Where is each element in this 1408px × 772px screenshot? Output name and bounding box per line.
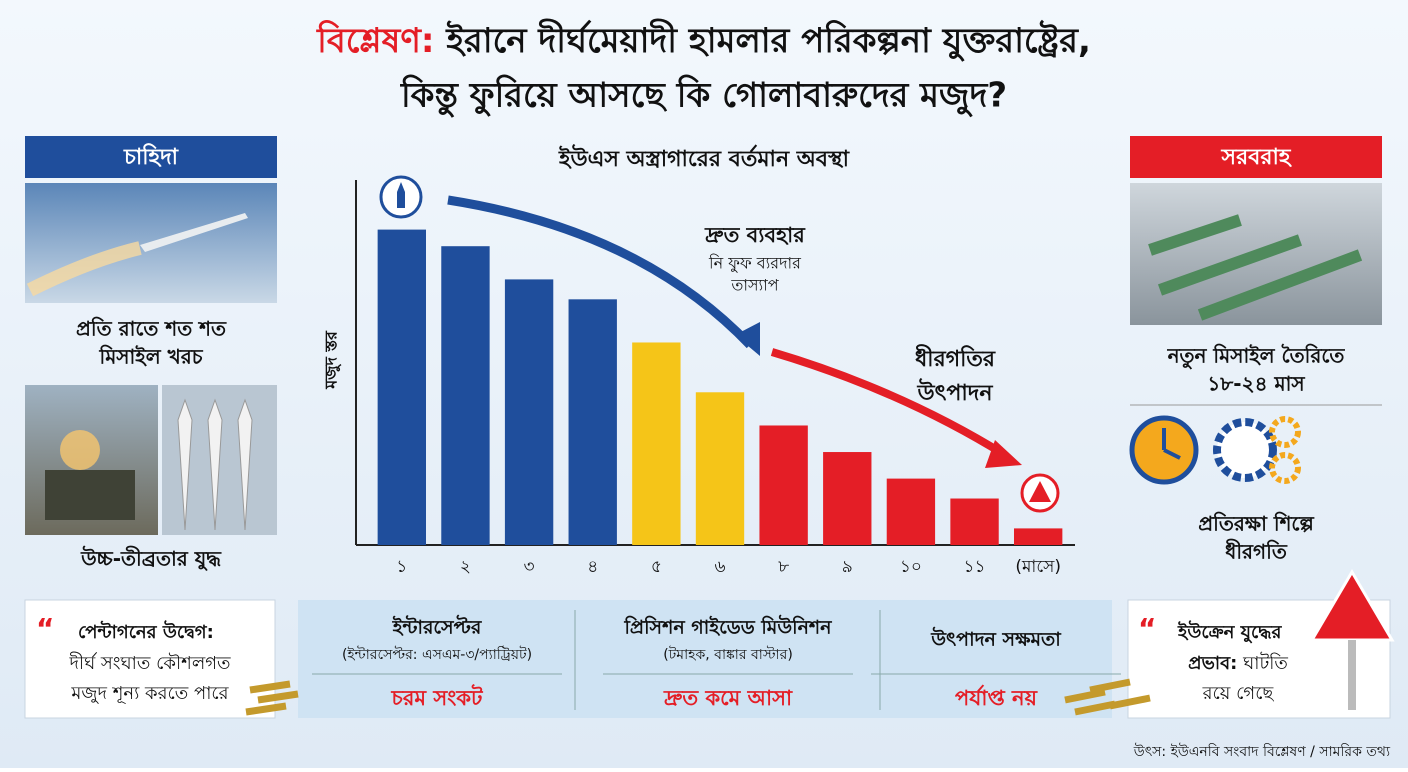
trend-arrow bbox=[447, 195, 754, 349]
supply-caption: প্রতিরক্ষা শিল্পে bbox=[1198, 512, 1314, 536]
summary-strip bbox=[298, 600, 1112, 718]
title-text: ইরানে দীর্ঘমেয়াদী হামলার পরিকল্পনা যুক্… bbox=[445, 18, 1091, 62]
supply-header-bg bbox=[1130, 136, 1382, 178]
x-tick-label: ৮ bbox=[778, 557, 789, 577]
summary-subtitle: (টমাহক, বাঙ্কার বাস্টার) bbox=[663, 646, 793, 663]
quote-mark: “ bbox=[1138, 612, 1156, 645]
bar bbox=[823, 452, 872, 545]
title-line-1: বিশ্লেষণ: ইরানে দীর্ঘমেয়াদী হামলার পরিক… bbox=[316, 18, 1091, 62]
missile-icon bbox=[397, 182, 405, 208]
summary-title: ইন্টারসেপ্টর bbox=[392, 615, 483, 639]
quote-lead: প্রভাব: bbox=[1188, 653, 1237, 674]
quote-text: ঘাটতি bbox=[1242, 652, 1288, 674]
arrow-head bbox=[735, 322, 760, 356]
x-tick-label: ১০ bbox=[900, 557, 922, 577]
demand-caption: উচ্চ-তীব্রতার যুদ্ধ bbox=[80, 546, 222, 572]
y-axis-label: মজুদ স্তর bbox=[322, 330, 343, 390]
summary: ইন্টারসেপ্টর (ইন্টারসেপ্টর: এসএম-৩/প্যাট্… bbox=[312, 615, 1121, 710]
title-line-2: কিন্তু ফুরিয়ে আসছে কি গোলাবারুদের মজুদ? bbox=[400, 75, 1007, 118]
demand-header: চাহিদা bbox=[123, 143, 180, 170]
quote-text: মজুদ শূন্য করতে পারে bbox=[70, 683, 229, 704]
supply-header: সরবরাহ bbox=[1221, 145, 1293, 170]
summary-status: পর্যাপ্ত নয় bbox=[955, 684, 1039, 710]
x-tick-label: ৯ bbox=[842, 557, 853, 577]
x-tick-label: ১১ bbox=[964, 557, 986, 577]
quote-text: দীর্ঘ সংঘাত কৌশলগত bbox=[68, 652, 231, 674]
bar bbox=[695, 392, 745, 545]
x-tick-label: ৪ bbox=[587, 557, 598, 577]
gear-icon bbox=[1269, 452, 1301, 484]
missile-trail bbox=[26, 241, 142, 297]
summary-status: দ্রুত কমে আসা bbox=[663, 686, 793, 710]
bar bbox=[886, 478, 936, 545]
bar bbox=[568, 299, 617, 545]
bar-chart: ইউএস অস্ত্রাগারের বর্তমান অবস্থা মজুদ স্… bbox=[322, 144, 1075, 577]
clock-hands bbox=[1162, 428, 1181, 460]
warning-icon bbox=[1029, 481, 1051, 502]
demand-header-bg bbox=[25, 136, 277, 178]
bar bbox=[377, 229, 426, 545]
x-tick-label: ৩ bbox=[524, 557, 535, 577]
summary-subtitle: (ইন্টারসেপ্টর: এসএম-৩/প্যাট্রিয়ট) bbox=[342, 646, 532, 663]
demand-caption: প্রতি রাতে শত শত bbox=[76, 317, 227, 341]
bar bbox=[441, 246, 490, 545]
bar bbox=[504, 279, 554, 545]
trend-arrow bbox=[770, 348, 1008, 459]
x-axis-label: (মাসে) bbox=[1015, 557, 1061, 577]
quote-lead: পেন্টাগনের উদ্বেগ: bbox=[78, 620, 214, 643]
factory-shape bbox=[1148, 214, 1363, 321]
bar bbox=[950, 498, 999, 545]
bar bbox=[759, 425, 808, 545]
missile-shape bbox=[140, 213, 248, 252]
demand-caption: মিসাইল খরচ bbox=[98, 345, 203, 369]
quote-mark: “ bbox=[36, 612, 54, 645]
annotation: তাস্যাপ bbox=[730, 276, 779, 295]
supply-caption: ধীরগতি bbox=[1225, 539, 1288, 564]
supply-caption: ১৮-২৪ মাস bbox=[1207, 372, 1305, 396]
x-tick-label: ৬ bbox=[714, 557, 725, 577]
gear-icon bbox=[1269, 416, 1301, 448]
summary-title: উৎপাদন সক্ষমতা bbox=[930, 627, 1062, 651]
summary-title: প্রিসিশন গাইডেড মিউনিশন bbox=[623, 615, 832, 639]
launch-fire bbox=[60, 430, 100, 470]
chart-title: ইউএস অস্ত্রাগারের বর্তমান অবস্থা bbox=[558, 144, 851, 172]
x-tick-label: ৫ bbox=[651, 557, 662, 577]
quote-text: প্রভাব: ঘাটতি bbox=[1188, 652, 1288, 674]
quote-text: রয়ে গেছে bbox=[1202, 683, 1275, 704]
bullets-icon bbox=[1064, 678, 1151, 716]
quote-lead: ইউক্রেন যুদ্ধের bbox=[1177, 620, 1282, 643]
quote-box bbox=[24, 599, 276, 719]
x-tick-label: ১ bbox=[396, 557, 407, 577]
bullets-icon bbox=[245, 680, 299, 716]
x-tick-label: ২ bbox=[460, 557, 471, 577]
annotation: উৎপাদন bbox=[917, 378, 994, 406]
annotation: দ্রুত ব্যবহার bbox=[704, 223, 806, 247]
missiles-shape bbox=[177, 398, 253, 531]
annotation: ধীরগতির bbox=[915, 344, 996, 372]
annotation: নি ফুফ ব্যরদার bbox=[708, 254, 802, 273]
bar bbox=[632, 342, 681, 545]
gear-icon bbox=[1213, 418, 1277, 482]
summary-status: চরম সংকট bbox=[391, 684, 484, 710]
title-highlight: বিশ্লেষণ: bbox=[316, 20, 434, 61]
launcher-shape bbox=[45, 470, 135, 520]
source: উৎস: ইউএনবি সংবাদ বিশ্লেষণ / সামরিক তথ্য bbox=[1133, 743, 1391, 760]
arrow-head bbox=[985, 440, 1022, 468]
sign-post bbox=[1348, 640, 1356, 710]
bar bbox=[1014, 528, 1063, 545]
supply-caption: নতুন মিসাইল তৈরিতে bbox=[1167, 344, 1346, 370]
